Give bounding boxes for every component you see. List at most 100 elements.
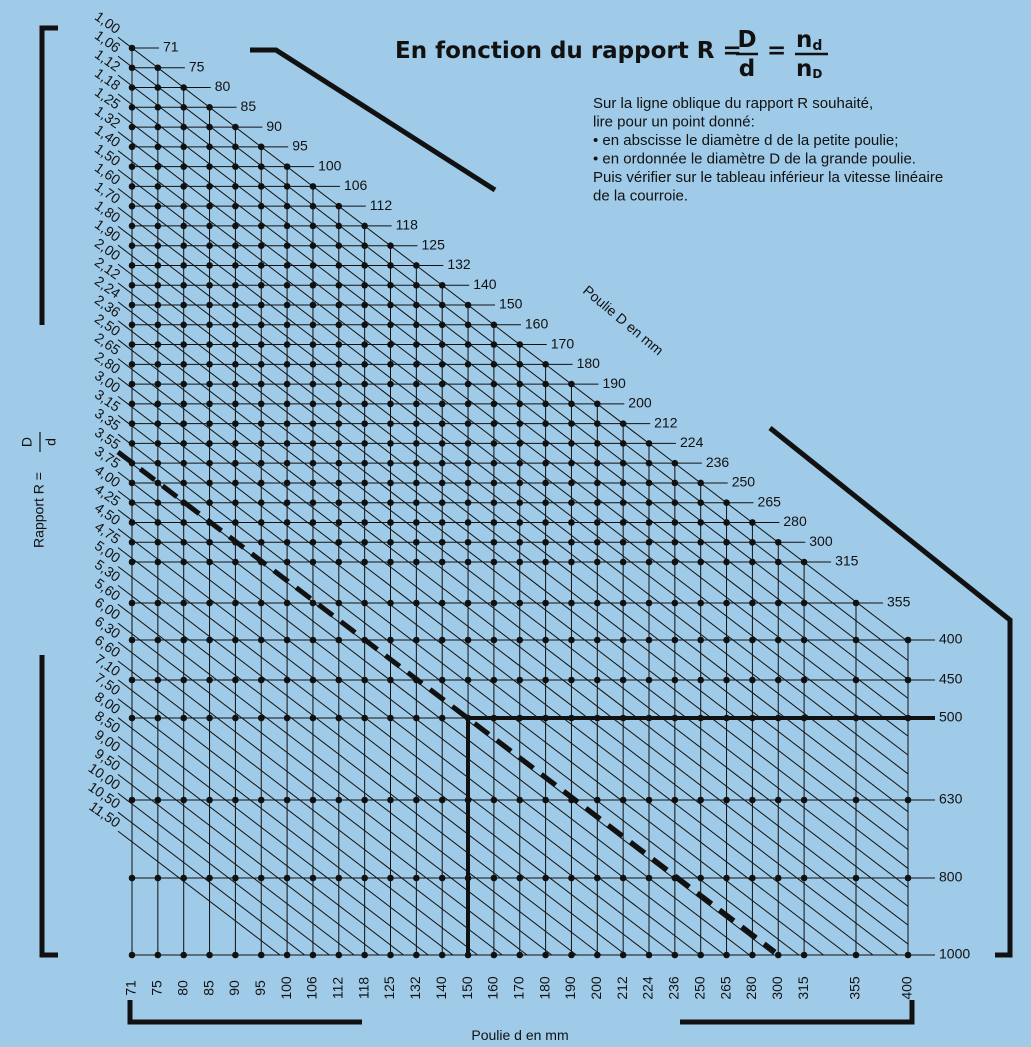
dot [490, 558, 498, 566]
dot [154, 874, 162, 882]
dot [723, 519, 730, 526]
dot [154, 64, 162, 72]
d-label: 190 [562, 976, 578, 1000]
title-text: En fonction du rapport R = [395, 38, 742, 64]
dot [645, 636, 653, 644]
dot [490, 676, 498, 684]
dot [283, 479, 291, 487]
dot [206, 183, 213, 190]
dot [309, 341, 317, 348]
dot [309, 222, 317, 230]
dot [852, 874, 860, 882]
dot [387, 400, 394, 408]
dot [335, 361, 343, 368]
d-label: 150 [459, 976, 475, 1000]
dot [335, 519, 343, 526]
dot [490, 361, 498, 368]
dot [387, 440, 394, 447]
dot [464, 380, 472, 388]
dot [206, 676, 213, 684]
dot [774, 676, 782, 684]
dot [542, 380, 549, 388]
dot [335, 420, 343, 427]
t: n [796, 27, 812, 53]
t: d [812, 38, 822, 54]
dot [697, 479, 704, 487]
dot [154, 84, 162, 91]
dot [283, 222, 291, 230]
dot [232, 301, 239, 309]
dot [723, 796, 730, 804]
D-label: 355 [887, 594, 911, 610]
dot [283, 636, 291, 644]
dot [128, 538, 136, 546]
dot [335, 242, 343, 249]
dot [154, 143, 162, 151]
dot [361, 341, 368, 348]
dot [413, 636, 420, 644]
dot [542, 538, 549, 546]
D-label: 224 [680, 434, 704, 450]
dot [232, 676, 239, 684]
dot [697, 499, 704, 507]
dot [490, 420, 498, 427]
dot [749, 951, 756, 959]
dot [154, 123, 162, 131]
dot [464, 361, 472, 368]
dot [180, 262, 187, 269]
dot [232, 796, 239, 804]
dot [387, 636, 394, 644]
instruction-line: de la courroie. [593, 188, 688, 205]
dot [774, 951, 782, 959]
dot [154, 321, 162, 329]
ratio-line [117, 547, 651, 956]
dot [490, 796, 498, 804]
dot [335, 281, 343, 289]
dot [309, 636, 317, 644]
dot [154, 599, 162, 607]
dot [749, 558, 756, 566]
dot [283, 538, 291, 546]
dot [542, 951, 549, 959]
D-label: 132 [447, 256, 471, 272]
dot [257, 538, 265, 546]
dot [619, 420, 627, 427]
ratio-line [117, 169, 909, 775]
dot [257, 380, 265, 388]
dot [232, 420, 239, 427]
dot [232, 499, 239, 507]
dot [232, 321, 239, 329]
dot [128, 242, 136, 249]
dot [206, 341, 213, 348]
dot [516, 380, 524, 388]
dot [180, 676, 187, 684]
dot [335, 714, 343, 722]
dot [206, 558, 213, 566]
dot [723, 874, 730, 882]
dot [361, 538, 368, 546]
dot [594, 499, 601, 507]
dot [154, 714, 162, 722]
dot [438, 341, 446, 348]
ratio-line [117, 150, 909, 756]
dot [542, 361, 549, 368]
ratio-line [117, 509, 701, 956]
dot [413, 479, 420, 487]
dot [232, 400, 239, 408]
dot [413, 714, 420, 722]
bracket [680, 1000, 915, 1025]
dot [232, 262, 239, 269]
dot [206, 163, 213, 170]
dot [387, 499, 394, 507]
dot [335, 676, 343, 684]
dot [464, 636, 472, 644]
dot [309, 262, 317, 269]
dot [671, 538, 679, 546]
D-label: 180 [577, 355, 601, 371]
dot [128, 499, 136, 507]
dot [464, 479, 472, 487]
dot [257, 301, 265, 309]
dot [180, 519, 187, 526]
dot [542, 519, 549, 526]
